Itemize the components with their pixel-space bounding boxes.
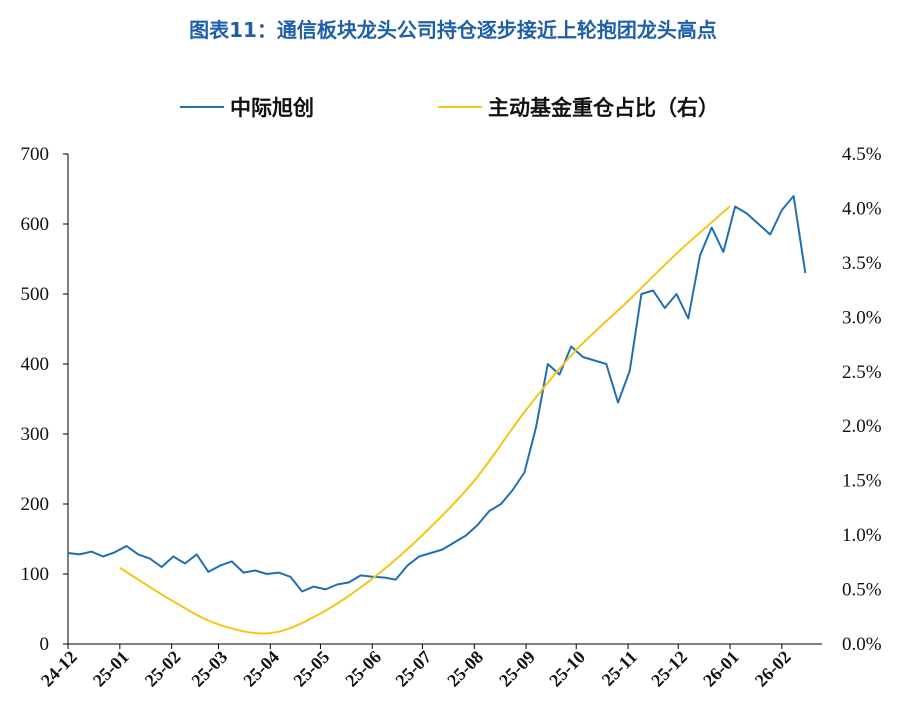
y-left-tick-label: 100	[21, 564, 50, 585]
legend-item-series-1: 中际旭创	[180, 92, 314, 122]
x-tick-label: 25-09	[495, 647, 539, 691]
series-line-2	[119, 205, 731, 635]
legend-swatch-series-1	[180, 106, 224, 108]
legend-swatch-series-2	[438, 106, 482, 108]
x-tick-label: 25-02	[141, 647, 185, 691]
x-tick-label: 25-01	[89, 647, 133, 691]
legend-item-series-2: 主动基金重仓占比（右）	[438, 92, 719, 122]
series-line-1	[67, 195, 807, 593]
y-right-tick-label: 2.5%	[842, 362, 882, 383]
y-left-tick-label: 700	[21, 144, 50, 165]
y-left-tick-label: 300	[21, 424, 50, 445]
x-tick-label: 25-10	[545, 647, 589, 691]
x-tick-label: 25-07	[391, 647, 435, 691]
x-tick-label: 25-06	[341, 647, 385, 691]
y-left-tick-label: 400	[21, 354, 50, 375]
x-tick-label: 26-01	[699, 647, 743, 691]
y-left-tick-label: 200	[21, 494, 50, 515]
x-tick-label: 25-05	[289, 647, 333, 691]
x-tick-label: 25-03	[187, 647, 231, 691]
x-tick-label: 25-12	[647, 647, 691, 691]
y-left-tick-label: 600	[21, 214, 50, 235]
y-left-tick-label: 500	[21, 284, 50, 305]
x-tick-label: 26-02	[751, 647, 795, 691]
y-left-tick-label: 0	[40, 634, 50, 655]
y-right-tick-label: 3.0%	[842, 307, 882, 328]
y-right-tick-label: 0.5%	[842, 580, 882, 601]
y-right-tick-label: 3.5%	[842, 253, 882, 274]
legend-label-series-2: 主动基金重仓占比（右）	[488, 96, 719, 120]
y-right-tick-label: 1.5%	[842, 471, 882, 492]
x-tick-label: 25-11	[598, 647, 641, 690]
y-right-tick-label: 2.0%	[842, 416, 882, 437]
chart-title: 图表11：通信板块龙头公司持仓逐步接近上轮抱团龙头高点	[189, 18, 717, 42]
x-tick-label: 25-04	[239, 647, 283, 691]
y-right-tick-label: 4.5%	[842, 144, 882, 165]
y-right-tick-label: 1.0%	[842, 525, 882, 546]
legend: 中际旭创 主动基金重仓占比（右）	[0, 92, 906, 122]
y-right-tick-label: 0.0%	[842, 634, 882, 655]
legend-label-series-1: 中际旭创	[230, 96, 314, 120]
y-right-tick-label: 4.0%	[842, 198, 882, 219]
x-tick-label: 25-08	[443, 647, 487, 691]
